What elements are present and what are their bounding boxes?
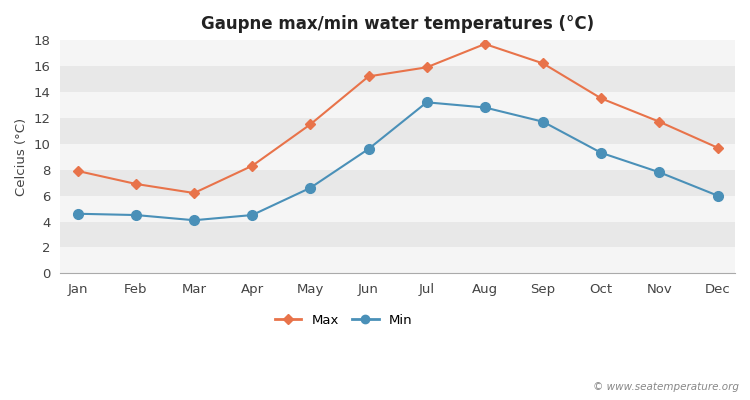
Legend: Max, Min: Max, Min (269, 308, 418, 332)
Text: © www.seatemperature.org: © www.seatemperature.org (592, 382, 739, 392)
Bar (60, 66, 735, 92)
Bar (60, 92, 735, 118)
Title: Gaupne max/min water temperatures (°C): Gaupne max/min water temperatures (°C) (201, 15, 594, 33)
Bar (60, 248, 735, 273)
Bar (60, 40, 735, 66)
Bar (60, 170, 735, 196)
Bar (60, 144, 735, 170)
Bar (60, 118, 735, 144)
Bar (60, 222, 735, 248)
Y-axis label: Celcius (°C): Celcius (°C) (15, 118, 28, 196)
Bar (60, 196, 735, 222)
